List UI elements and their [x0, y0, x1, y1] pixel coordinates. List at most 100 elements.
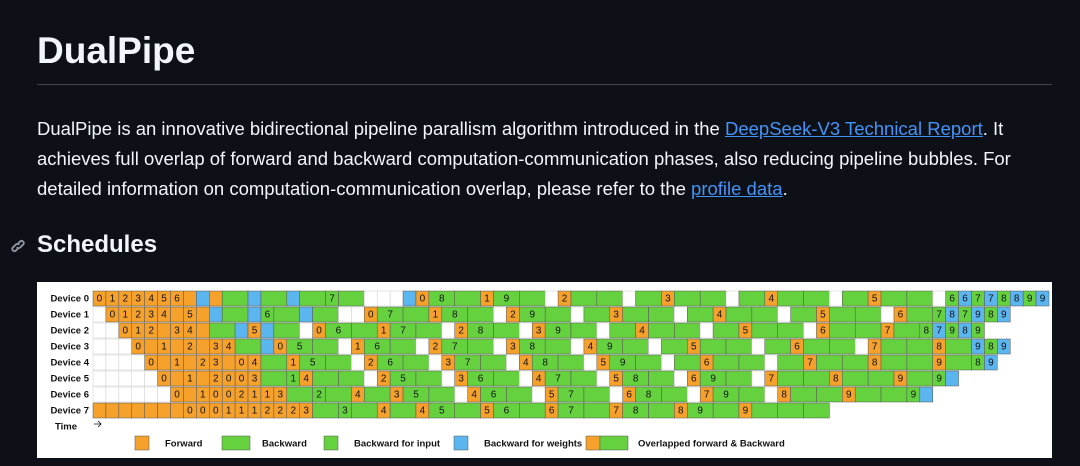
cell-label: 5 [872, 294, 878, 305]
cell [351, 322, 378, 339]
anchor-icon[interactable] [8, 236, 28, 256]
cell-label: 1 [381, 326, 387, 337]
cell [738, 354, 766, 371]
cell-label: 7 [568, 390, 574, 401]
cell-label: 3 [536, 326, 542, 337]
cell [674, 370, 688, 387]
cell [790, 306, 817, 323]
cell [777, 322, 804, 339]
cell-label: 3 [394, 390, 400, 401]
cell [299, 290, 326, 307]
cell-label: 6 [491, 390, 497, 401]
cell-label: 0 [278, 342, 284, 353]
cell [92, 386, 107, 403]
cell-label: 2 [213, 374, 219, 385]
cell-label: 9 [529, 310, 535, 321]
cell [467, 306, 494, 323]
cell-label: 9 [975, 326, 981, 337]
cell-label: 5 [820, 310, 826, 321]
cell [131, 386, 145, 403]
cell [880, 306, 895, 323]
device-label: Device 5 [50, 374, 89, 385]
cell [997, 338, 1011, 355]
cell-label: 1 [174, 358, 180, 369]
cell-label: 2 [316, 390, 322, 401]
link[interactable]: profile data [691, 178, 783, 199]
cell-label: 3 [135, 294, 141, 305]
cell-label: 6 [898, 310, 904, 321]
cell-backward [880, 338, 908, 355]
cell-label: 0 [239, 374, 245, 385]
cell-label: 8 [1001, 294, 1007, 305]
cell-label: 8 [633, 374, 639, 385]
cell-label: 8 [1014, 294, 1020, 305]
cell [842, 290, 869, 307]
cell [260, 354, 288, 371]
cell-label: 7 [768, 374, 774, 385]
cell-label: 1 [265, 390, 271, 401]
cell-label: 1 [187, 374, 193, 385]
cell [196, 306, 210, 323]
cell-label: 8 [975, 358, 981, 369]
cell-backward [842, 370, 869, 387]
cell-backward [570, 290, 598, 307]
device-label: Device 6 [50, 390, 89, 401]
cell [299, 306, 313, 323]
cell [312, 306, 339, 323]
cell-label: 9 [898, 374, 904, 385]
cell-label: 2 [135, 310, 141, 321]
cell [325, 386, 352, 403]
cell-label: 1 [484, 294, 490, 305]
cell [157, 322, 171, 339]
cell [105, 354, 120, 371]
cell [519, 290, 546, 307]
cell-label: 2 [239, 390, 245, 401]
cell [648, 370, 675, 387]
cell-label: 9 [504, 294, 510, 305]
cell [570, 338, 585, 355]
cell-label: 7 [387, 310, 393, 321]
cell-backward [945, 354, 972, 371]
cell [506, 354, 520, 371]
cell [402, 290, 417, 307]
cell-label: 9 [723, 390, 729, 401]
cell [519, 370, 533, 387]
cell [751, 370, 766, 387]
link[interactable]: DeepSeek-V3 Technical Report [724, 118, 983, 139]
cell-label: 0 [200, 406, 206, 417]
cell [131, 354, 145, 371]
cell [570, 370, 598, 387]
cell [764, 386, 778, 403]
cell-label: 7 [465, 358, 471, 369]
cell-label: 2 [200, 358, 206, 369]
cell [997, 306, 1011, 323]
cell-label: 9 [1027, 294, 1033, 305]
cell [338, 306, 352, 323]
cell [157, 402, 171, 419]
cell-label: 5 [601, 358, 607, 369]
cell [557, 354, 585, 371]
cell-label: 7 [936, 310, 942, 321]
cell [854, 338, 869, 355]
cell [493, 306, 507, 323]
cell [596, 322, 611, 339]
cell [260, 338, 275, 355]
cell [428, 386, 455, 403]
cell [389, 338, 417, 355]
cell-label: 8 [988, 342, 994, 353]
cell [312, 402, 339, 419]
cell-label: 6 [549, 406, 555, 417]
cell-backward [880, 290, 908, 307]
cell [596, 290, 623, 307]
legend-label: Forward [165, 439, 203, 450]
cell [196, 370, 210, 387]
cell [751, 306, 778, 323]
cell-label: 3 [342, 406, 348, 417]
cell-label: 4 [303, 374, 309, 385]
cell [674, 306, 688, 323]
cell [906, 290, 933, 307]
cell-backward [893, 322, 921, 339]
cell [157, 354, 171, 371]
cell [493, 370, 520, 387]
